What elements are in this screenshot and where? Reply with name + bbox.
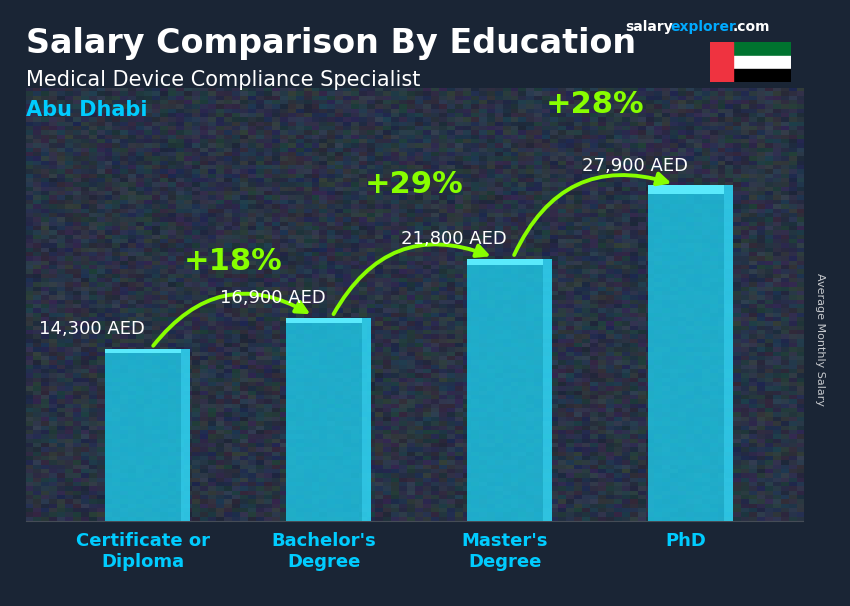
Text: Salary Comparison By Education: Salary Comparison By Education	[26, 27, 636, 60]
Text: Average Monthly Salary: Average Monthly Salary	[815, 273, 825, 406]
Text: explorer: explorer	[671, 20, 736, 34]
Bar	[543, 259, 552, 521]
Text: Medical Device Compliance Specialist: Medical Device Compliance Specialist	[26, 70, 420, 90]
Bar	[467, 259, 543, 265]
Text: +28%: +28%	[546, 90, 644, 119]
Text: 16,900 AED: 16,900 AED	[220, 289, 326, 307]
Bar	[710, 42, 733, 82]
FancyArrowPatch shape	[514, 173, 667, 255]
Bar	[648, 185, 723, 194]
Bar	[467, 259, 543, 521]
Text: 21,800 AED: 21,800 AED	[401, 230, 507, 248]
Bar	[286, 318, 362, 521]
Bar	[710, 56, 791, 68]
FancyArrowPatch shape	[153, 294, 307, 346]
FancyArrowPatch shape	[333, 244, 487, 314]
Bar	[362, 318, 371, 521]
Text: Abu Dhabi: Abu Dhabi	[26, 100, 147, 120]
Text: +18%: +18%	[184, 247, 283, 276]
Text: 14,300 AED: 14,300 AED	[39, 320, 145, 338]
Bar	[648, 185, 723, 521]
Bar	[105, 349, 181, 521]
Bar	[105, 349, 181, 353]
Bar	[710, 42, 791, 56]
Text: 27,900 AED: 27,900 AED	[582, 156, 688, 175]
Bar	[710, 68, 791, 82]
Text: +29%: +29%	[365, 170, 464, 199]
Bar	[723, 185, 733, 521]
Text: salary: salary	[625, 20, 672, 34]
Bar	[286, 318, 362, 323]
Bar	[181, 349, 190, 521]
Text: .com: .com	[733, 20, 770, 34]
